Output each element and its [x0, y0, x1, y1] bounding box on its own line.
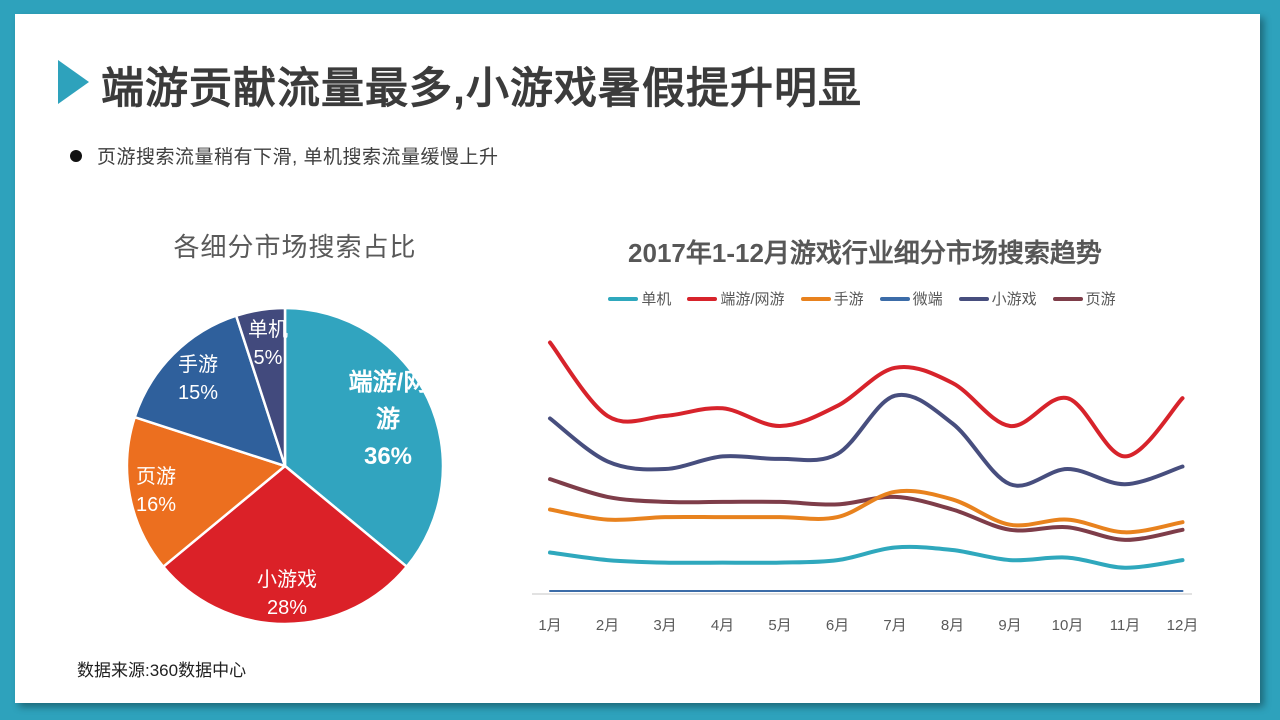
line-series-0 [548, 544, 1185, 570]
legend-swatch-icon [608, 296, 639, 301]
pie-chart [125, 306, 445, 626]
x-axis-label-0: 1月 [538, 617, 562, 634]
x-axis-label-7: 8月 [940, 617, 965, 634]
data-source-note: 数据来源:360数据中心 [77, 661, 247, 680]
x-axis-label-8: 9月 [998, 617, 1022, 634]
legend-swatch-icon [958, 296, 989, 301]
line-chart [532, 340, 1192, 595]
pie-slice-0 [283, 306, 445, 568]
pie-slice-1 [162, 464, 408, 626]
x-axis-label-9: 10月 [1051, 617, 1084, 634]
x-axis-label-11: 12月 [1166, 617, 1199, 634]
legend-label: 微端 [912, 291, 943, 308]
bullet-row: 页游搜索流量稍有下滑, 单机搜索流量缓慢上升 [70, 142, 499, 169]
line-series-1 [548, 340, 1185, 459]
legend-item-2: 手游 [800, 288, 864, 309]
pie-slice-label-0: 端游/网游 36% [348, 369, 428, 470]
x-axis-label-4: 5月 [768, 617, 792, 634]
legend-swatch-icon [687, 296, 718, 301]
pie-slice-label-3: 手游 15% [177, 354, 219, 404]
line-chart-title: 2017年1-12月游戏行业细分市场搜索趋势 [628, 238, 1102, 268]
x-axis-label-5: 6月 [825, 617, 850, 634]
legend-item-5: 页游 [1052, 288, 1116, 309]
legend-item-0: 单机 [608, 288, 671, 309]
legend-label: 单机 [641, 291, 672, 308]
legend-item-1: 端游/网游 [687, 288, 785, 309]
legend-swatch-icon [879, 296, 910, 301]
legend-label: 页游 [1085, 291, 1116, 308]
line-series-4 [548, 392, 1185, 488]
page-title: 端游贡献流量最多,小游戏暑假提升明显 [101, 65, 862, 113]
legend-label: 手游 [833, 291, 864, 308]
legend-label: 端游/网游 [720, 291, 785, 308]
line-series-2 [548, 488, 1185, 535]
pie-slice-4 [234, 306, 287, 468]
x-axis-label-2: 3月 [653, 617, 677, 634]
legend-item-3: 微端 [879, 288, 943, 309]
x-axis-label-3: 4月 [710, 617, 735, 634]
legend-item-4: 小游戏 [958, 288, 1037, 309]
title-triangle-icon [58, 60, 89, 104]
x-axis-label-1: 2月 [595, 617, 620, 634]
pie-slice-label-2: 页游 16% [135, 466, 177, 516]
pie-slice-label-1: 小游戏 28% [257, 569, 317, 619]
x-axis-label-10: 11月 [1109, 617, 1141, 634]
pie-chart-title: 各细分市场搜索占比 [173, 232, 417, 262]
pie-slice-2 [125, 415, 287, 568]
line-series-5 [548, 477, 1185, 542]
pie-slice-label-4: 单机 5% [248, 319, 288, 369]
legend-swatch-icon [1052, 296, 1083, 301]
legend-swatch-icon [800, 296, 831, 301]
slide-panel: 端游贡献流量最多,小游戏暑假提升明显 页游搜索流量稍有下滑, 单机搜索流量缓慢上… [15, 14, 1260, 703]
line-chart-x-axis-labels: 1月 2月 3月 4月 5月 6月 7月 8月 9月 10月 11月 12月 [532, 614, 1198, 634]
bullet-dot-icon [70, 149, 82, 162]
bullet-text: 页游搜索流量稍有下滑, 单机搜索流量缓慢上升 [97, 147, 499, 168]
x-axis-label-6: 7月 [883, 617, 907, 634]
line-chart-legend: 单机 端游/网游 手游 微端 小游戏 页游 [532, 288, 1192, 309]
legend-label: 小游戏 [991, 291, 1037, 308]
